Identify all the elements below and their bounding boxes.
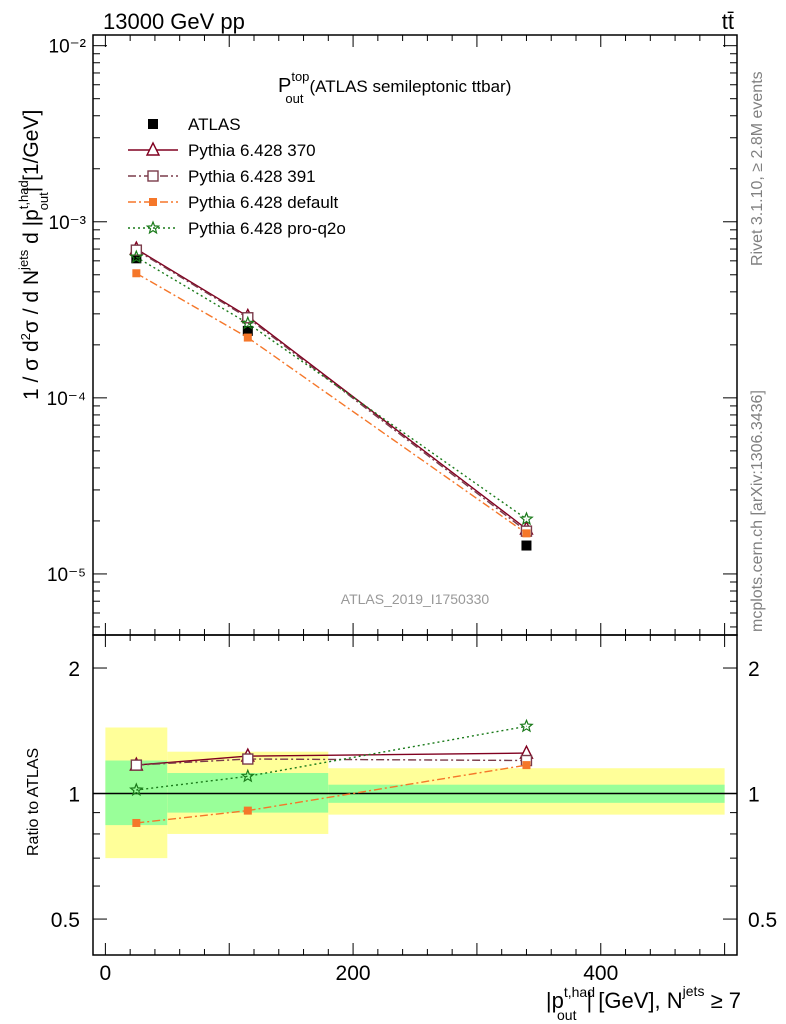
ratio-series-1-point xyxy=(130,759,143,771)
main-series-line-1 xyxy=(135,249,527,532)
main-series-group xyxy=(129,240,534,551)
main-y-axis-label: 1 / σ d2σ / d Njets d |pt,had out| [1/GeV… xyxy=(16,110,51,400)
main-series-line-2 xyxy=(135,272,527,534)
ratio-y-tick-label-right: 2 xyxy=(748,658,760,681)
x-tick-label: 200 xyxy=(336,962,371,985)
main-series-2-point xyxy=(243,333,252,342)
ratio-series-line-1 xyxy=(136,758,527,766)
ratio-panel-frame xyxy=(92,634,738,956)
legend: ATLAS Pythia 6.428 370 Pythia 6.428 391 Pyt… xyxy=(128,115,346,238)
ratio-series-group xyxy=(129,718,534,827)
main-y-tick-label: 10⁻² xyxy=(49,37,87,58)
legend-marker xyxy=(145,220,161,235)
main-series-line-3 xyxy=(135,256,527,520)
ratio-series-2-point xyxy=(132,818,141,827)
ratio-y-tick-label-left: 1 xyxy=(68,784,80,807)
legend-label: Pythia 6.428 370 xyxy=(188,141,316,160)
main-series-line-0 xyxy=(135,248,527,530)
atlas-data-point xyxy=(131,253,142,264)
ratio-series-3-point xyxy=(240,768,256,783)
ratio-series-line-3 xyxy=(136,725,527,791)
main-axis-ticks xyxy=(93,35,737,635)
mcplots-url-label: mcplots.cern.ch [arXiv:1306.3436] xyxy=(749,390,766,632)
ratio-y-tick-label-right: 0.5 xyxy=(748,909,777,932)
ratio-series-2-point xyxy=(522,761,531,770)
legend-marker xyxy=(149,198,157,206)
ratio-axis-ticks xyxy=(93,635,737,955)
legend-label: Pythia 6.428 default xyxy=(188,193,339,212)
rivet-version-label: Rivet 3.1.10, ≥ 2.8M events xyxy=(749,71,766,266)
main-y-tick-label: 10⁻⁵ xyxy=(47,565,86,586)
ratio-y-axis-label: Ratio to ATLAS xyxy=(25,748,42,856)
ratio-series-2-point xyxy=(243,806,252,815)
main-series-2-point xyxy=(522,529,531,538)
main-y-tick-label: 10⁻⁴ xyxy=(47,389,86,410)
x-tick-label: 400 xyxy=(583,962,618,985)
main-series-2-point xyxy=(132,269,141,278)
analysis-id-label: ATLAS_2019_I1750330 xyxy=(341,591,490,607)
legend-marker xyxy=(147,170,159,182)
ratio-series-3-point xyxy=(129,782,144,797)
atlas-data-point xyxy=(242,325,253,336)
x-tick-label: 0 xyxy=(100,962,112,985)
ratio-y-tick-labels: 2 2 1 1 0.5 0.5 xyxy=(51,658,777,932)
x-tick-labels: 0 200 400 xyxy=(100,962,619,985)
legend-label: ATLAS xyxy=(188,115,241,134)
x-axis-label: |pt,had out| [GeV], Njets ≥ 7 xyxy=(546,983,741,1023)
ratio-y-tick-label-left: 0.5 xyxy=(51,909,80,932)
ratio-y-tick-label-right: 1 xyxy=(748,784,760,807)
legend-marker xyxy=(148,119,158,129)
process-label: tt̄ xyxy=(722,9,734,34)
ratio-series-1-point xyxy=(242,753,254,765)
plot-title: Ptop out(ATLAS semileptonic ttbar) xyxy=(278,69,511,106)
main-series-3-point xyxy=(240,315,256,330)
main-y-tick-label: 10⁻³ xyxy=(49,213,87,234)
ratio-series-3-point xyxy=(519,718,534,733)
collision-energy-label: 13000 GeV pp xyxy=(103,9,245,34)
legend-marker xyxy=(145,141,161,156)
atlas-data-point xyxy=(521,540,532,551)
legend-label: Pythia 6.428 pro-q2o xyxy=(188,219,346,238)
main-series-3-point xyxy=(129,249,144,264)
main-y-tick-labels: 10⁻² 10⁻³ 10⁻⁴ 10⁻⁵ xyxy=(47,37,86,586)
ratio-y-tick-label-left: 2 xyxy=(68,658,80,681)
main-series-3-point xyxy=(519,511,534,526)
legend-label: Pythia 6.428 391 xyxy=(188,167,316,186)
